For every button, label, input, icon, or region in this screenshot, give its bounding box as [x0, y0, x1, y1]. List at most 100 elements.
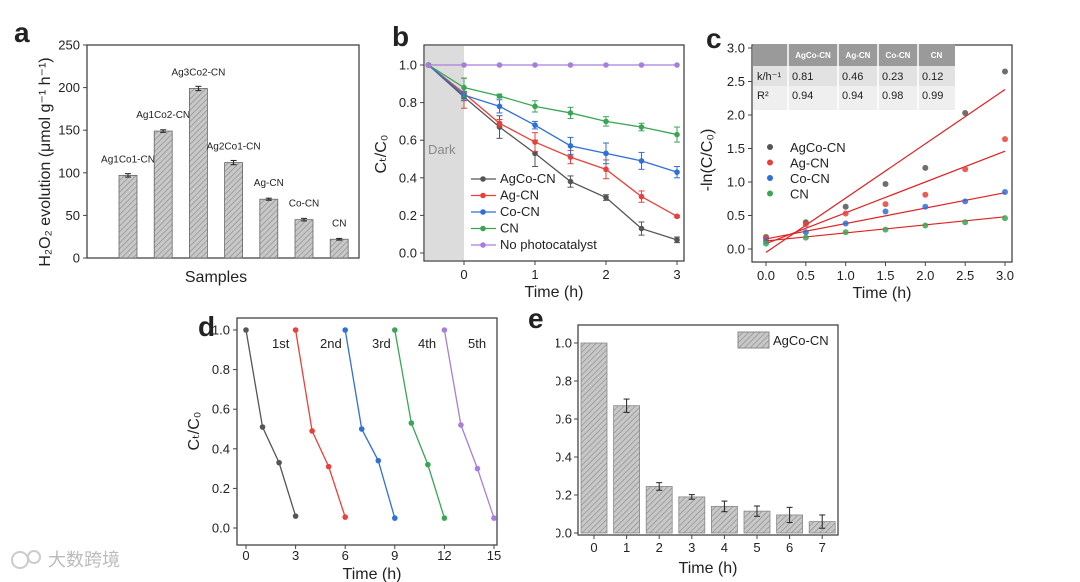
data-point: [496, 62, 503, 68]
data-point: [603, 118, 609, 125]
y-tick-label: 0.8: [554, 374, 572, 389]
x-tick-label: 5: [753, 540, 760, 555]
data-point: [425, 461, 431, 468]
panel-label: d: [198, 311, 215, 342]
y-tick-label: 0.6: [554, 412, 572, 427]
data-point: [461, 84, 467, 91]
data-point: [842, 220, 849, 227]
x-tick-label: 3: [292, 548, 299, 563]
data-point: [532, 139, 538, 145]
x-tick-label: 12: [437, 548, 451, 563]
data-point: [922, 203, 929, 210]
table-cell: 0.12: [922, 71, 943, 83]
bar-label: Ag-CN: [254, 178, 284, 189]
x-tick-label: 6: [786, 540, 793, 555]
watermark-logo-icon: [11, 551, 29, 569]
series-line: [428, 64, 678, 136]
data-point: [674, 131, 680, 138]
dark-annotation: Dark: [428, 142, 456, 157]
bar-label: Ag2Co1-CN: [207, 142, 261, 153]
data-point: [342, 327, 349, 333]
table-header-cell: Ag-CN: [846, 51, 871, 60]
data-point: [842, 229, 849, 236]
cycle-label: 3rd: [372, 336, 391, 351]
legend-marker: [767, 175, 773, 181]
legend-label: CN: [790, 187, 809, 202]
x-tick-label: 0: [590, 540, 597, 555]
y-tick-label: 0.5: [727, 208, 745, 223]
legend-label: AgCo-CN: [773, 333, 829, 348]
data-point: [962, 198, 969, 205]
legend-marker: [480, 192, 486, 199]
y-tick-label: 2.0: [727, 108, 745, 123]
x-tick-label: 3.0: [996, 268, 1014, 283]
table-cell: 0.99: [922, 90, 943, 102]
bar: [259, 198, 279, 259]
bar-group: [580, 342, 608, 534]
bar-group: Ag2Co1-CN: [207, 142, 261, 259]
table-cell: 0.81: [792, 71, 813, 83]
dark-region: [425, 46, 464, 260]
data-point: [802, 234, 809, 241]
data-point: [425, 62, 432, 68]
data-point: [276, 459, 282, 466]
x-axis-label: Samples: [185, 269, 247, 286]
x-axis-label: Time (h): [343, 566, 402, 582]
data-point: [461, 62, 467, 68]
data-point: [408, 420, 415, 426]
cycle-4th: 4th: [392, 327, 448, 521]
data-point: [802, 229, 809, 236]
data-point: [882, 201, 889, 208]
bar: [329, 238, 349, 259]
data-point: [532, 62, 538, 68]
y-tick-label: 3.0: [727, 41, 745, 56]
legend-label: Co-CN: [500, 204, 540, 219]
bar-label: Ag1Co2-CN: [136, 110, 190, 121]
y-tick-label: 1.0: [727, 175, 745, 190]
y-tick-label: 0.2: [212, 481, 230, 496]
data-point: [358, 426, 365, 432]
data-point: [325, 463, 332, 470]
cycle-label: 4th: [418, 336, 436, 351]
bar-group: Ag1Co2-CN: [136, 110, 190, 259]
x-axis-label: Time (h): [853, 285, 912, 302]
x-tick-label: 1.0: [837, 268, 855, 283]
data-point: [882, 208, 889, 215]
data-point: [674, 237, 680, 243]
y-tick-group: 1.0 0.8 0.6 0.4 0.2 0.0: [554, 336, 578, 541]
series-line: [428, 64, 678, 173]
legend-swatch: [737, 331, 770, 349]
series-line: [428, 64, 678, 241]
data-point: [603, 62, 609, 68]
table-cell: R²: [757, 90, 769, 102]
data-point: [1002, 136, 1008, 143]
x-tick-label: 0.5: [797, 268, 815, 283]
legend-label: AgCo-CN: [500, 171, 556, 186]
data-point: [638, 62, 645, 68]
x-tick-label: 6: [342, 548, 349, 563]
panel-label: a: [14, 17, 30, 48]
bar-label: Co-CN: [289, 199, 320, 210]
data-point: [292, 327, 299, 333]
data-point: [532, 122, 538, 128]
panel-label: c: [706, 23, 722, 54]
x-axis-label: Time (h): [525, 284, 584, 301]
y-tick-label: 1.0: [212, 323, 230, 338]
bar-label: CN: [332, 218, 346, 229]
y-tick-label: 0.6: [399, 133, 417, 148]
legend-marker: [480, 209, 486, 215]
panel-b-frame: [423, 44, 685, 262]
bar-group: [711, 500, 738, 534]
data-point: [1002, 68, 1008, 75]
bar-label: Ag1Co1-CN: [101, 154, 155, 165]
data-point: [567, 110, 574, 116]
legend-label: AgCo-CN: [790, 140, 846, 155]
data-point: [674, 62, 680, 68]
x-tick-label: 4: [721, 540, 728, 555]
data-point: [882, 226, 889, 233]
bar: [224, 162, 244, 259]
data-point: [763, 240, 769, 247]
legend-marker: [767, 159, 773, 166]
cycle-5th: 5th: [441, 327, 497, 521]
y-tick-label: 0.6: [212, 402, 230, 417]
